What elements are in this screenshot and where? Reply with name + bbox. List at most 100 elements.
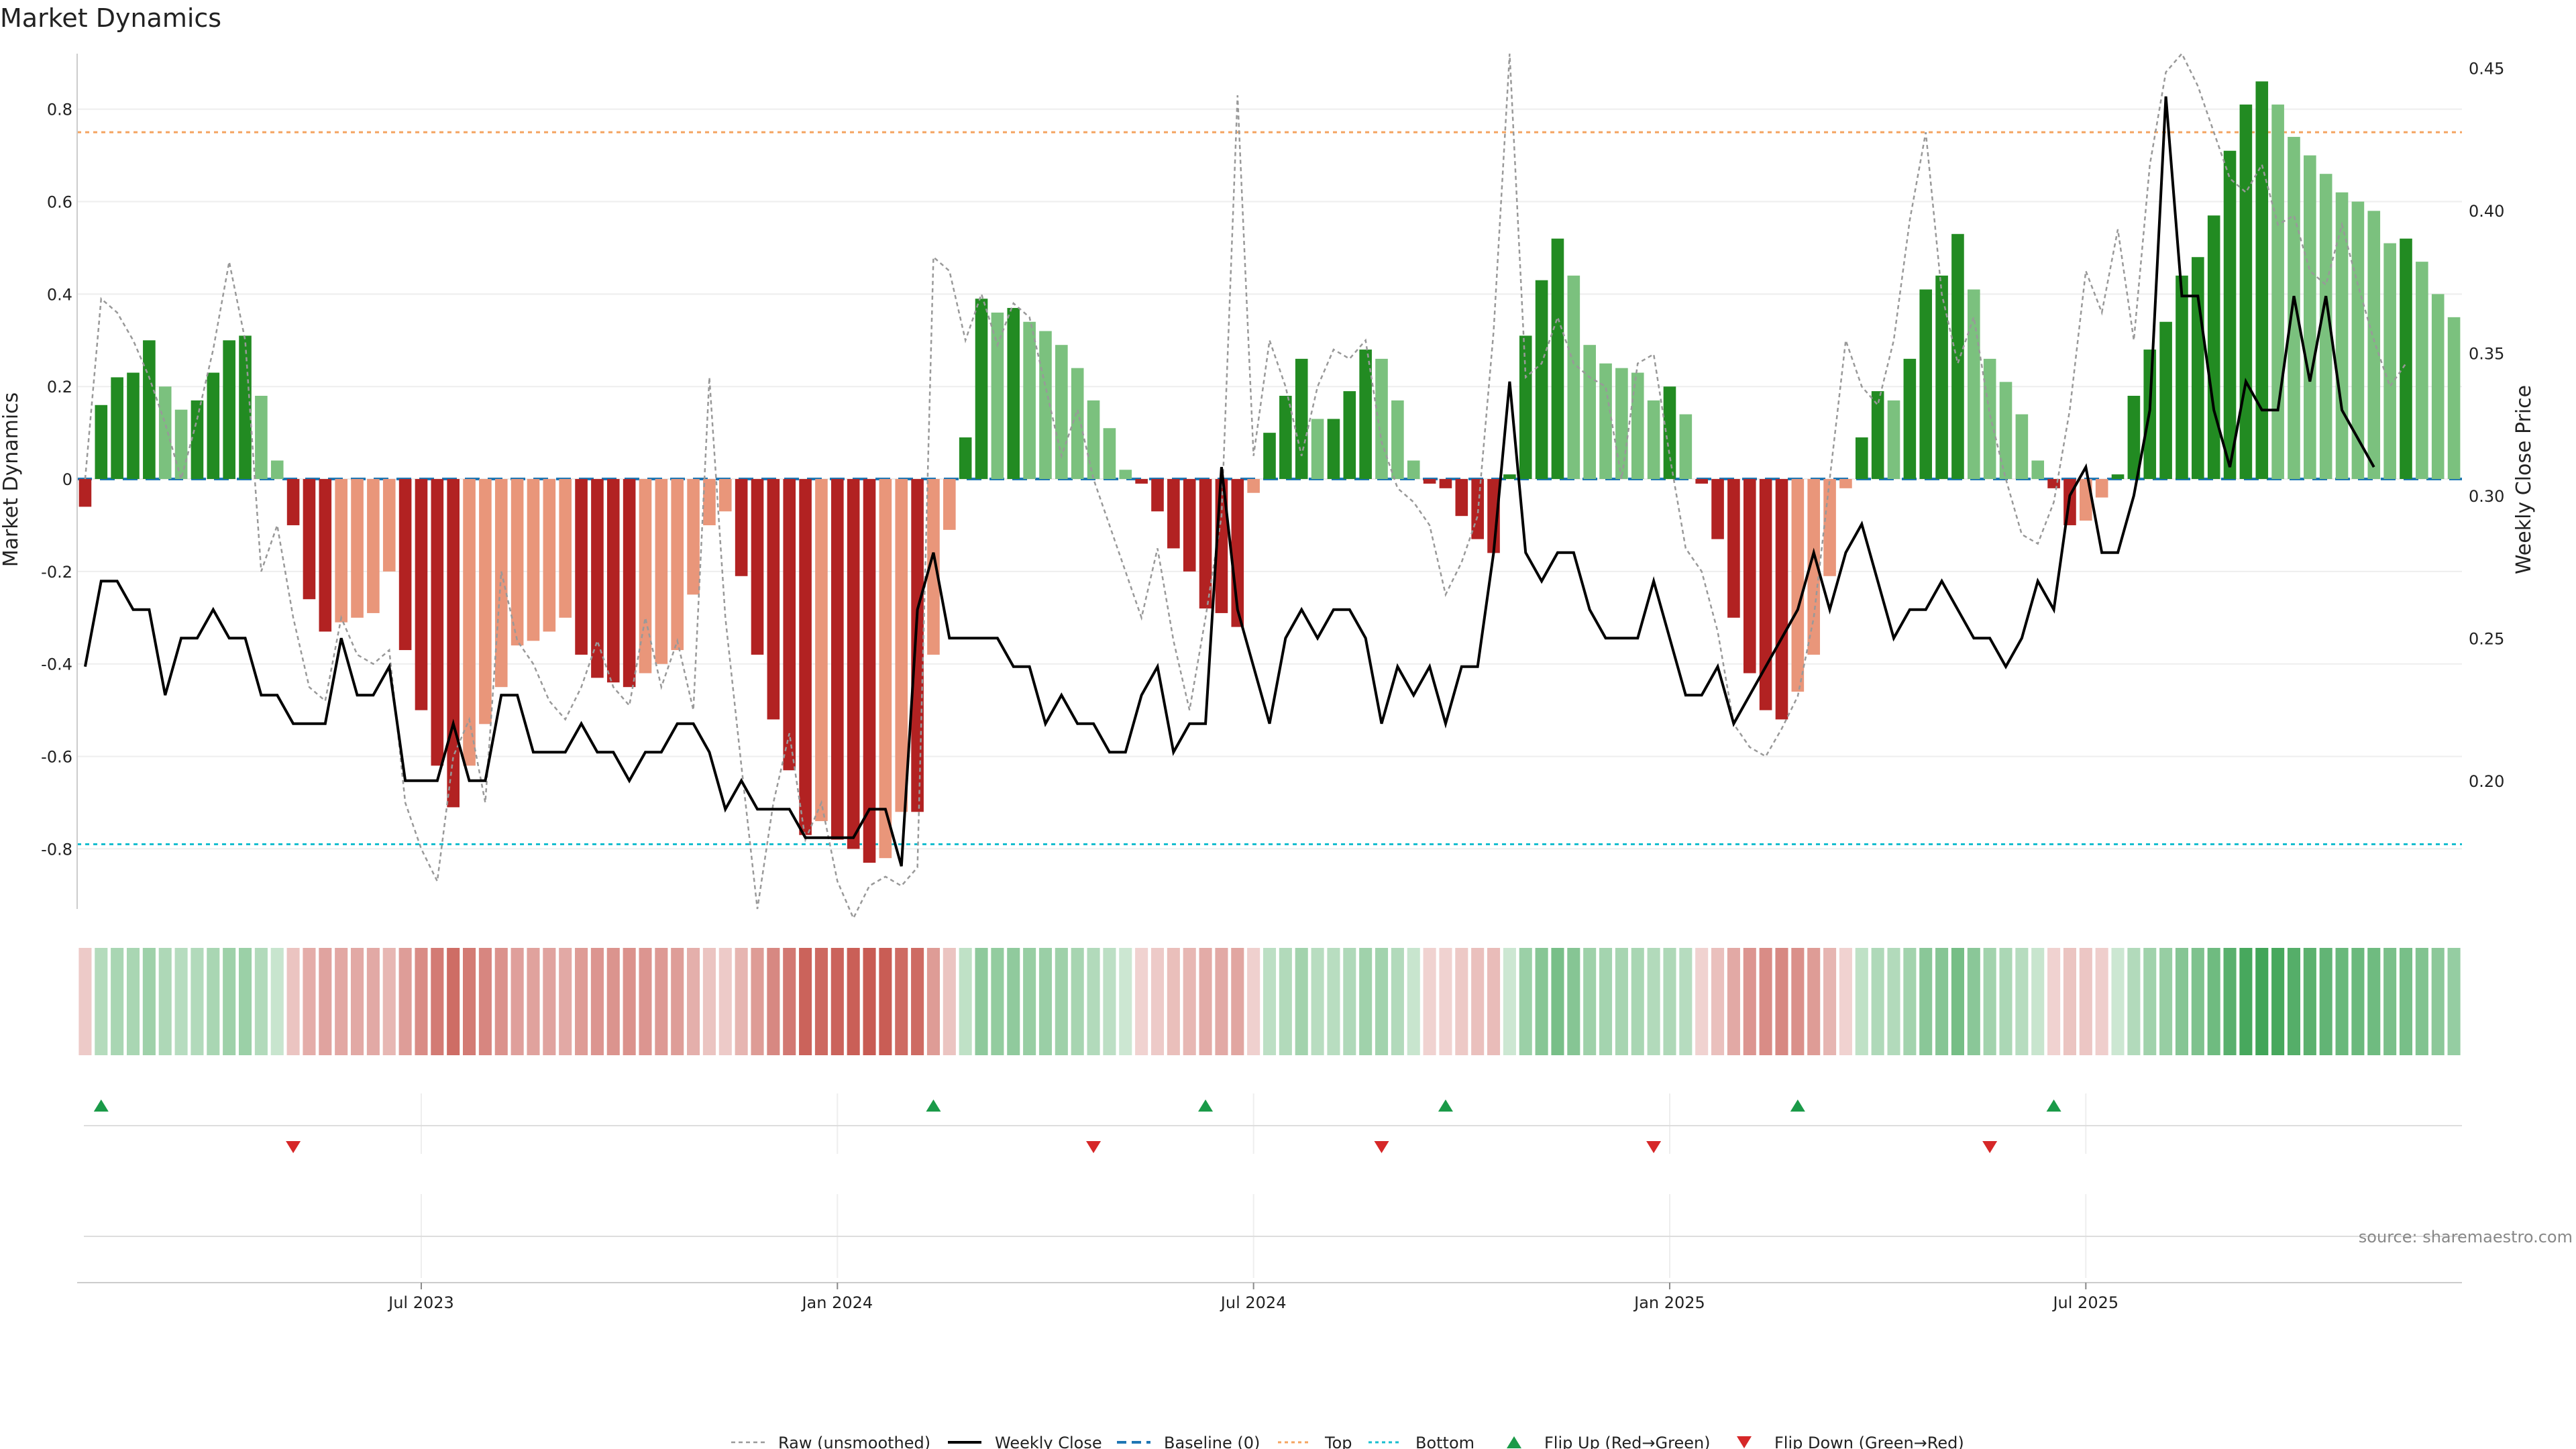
heat-cell — [702, 948, 716, 1055]
weekly-close-line — [83, 96, 2375, 867]
md-bar — [863, 479, 876, 863]
md-bar — [1247, 479, 1260, 493]
md-bar — [479, 479, 492, 724]
md-bar — [1183, 479, 1196, 572]
heat-cell — [1599, 948, 1613, 1055]
heat-cell — [1103, 948, 1116, 1055]
md-bar — [367, 479, 380, 613]
md-bar — [1295, 358, 1308, 480]
heat-cell — [1247, 948, 1260, 1055]
md-bar — [1199, 479, 1212, 609]
md-bar — [255, 396, 268, 480]
md-bar — [2015, 414, 2029, 480]
md-bar — [1807, 479, 1821, 655]
legend-label: Flip Down (Green→Red) — [1774, 1434, 1964, 1449]
heat-cell — [2287, 948, 2301, 1055]
heat-cell — [1375, 948, 1389, 1055]
y-axis-right-title: Weekly Close Price — [2512, 385, 2536, 574]
md-bar — [623, 479, 636, 688]
heat-cell — [1567, 948, 1580, 1055]
heat-cell — [142, 948, 156, 1055]
legend-label: Baseline (0) — [1164, 1434, 1260, 1449]
heat-cell — [207, 948, 220, 1055]
heat-cell — [1263, 948, 1277, 1055]
md-bar — [270, 460, 284, 480]
md-bar — [2159, 321, 2172, 480]
heat-cell — [478, 948, 492, 1055]
y-right-tick-label: 0.25 — [2469, 629, 2504, 648]
heat-cell — [975, 948, 988, 1055]
md-bar — [687, 479, 700, 595]
md-bar — [1759, 479, 1772, 710]
md-bar — [2239, 104, 2253, 480]
md-bar — [606, 479, 620, 683]
legend-label: Bottom — [1415, 1434, 1474, 1449]
md-bar — [2288, 137, 2300, 480]
heat-cell — [286, 948, 300, 1055]
heat-cell — [1503, 948, 1516, 1055]
flip-down-marker — [1982, 1141, 1998, 1153]
x-tick-label: Jan 2024 — [800, 1293, 873, 1312]
md-bar — [1791, 479, 1805, 692]
md-bar — [1535, 280, 1548, 480]
md-bar — [1359, 350, 1372, 480]
flip-up-marker — [2046, 1099, 2061, 1112]
md-bar — [2271, 104, 2284, 480]
heat-cell — [1471, 948, 1485, 1055]
md-bar — [1775, 479, 1788, 720]
md-bar — [2127, 396, 2141, 480]
heat-cell — [2271, 948, 2285, 1055]
y-right-tick-label: 0.35 — [2469, 344, 2504, 363]
md-bar — [639, 479, 652, 674]
heat-cell — [1807, 948, 1821, 1055]
heat-cell — [1871, 948, 1884, 1055]
y-left-tick-label: 0.6 — [47, 193, 72, 212]
heat-cell — [751, 948, 764, 1055]
md-bar — [718, 479, 732, 512]
md-bar — [319, 479, 332, 632]
heat-cell — [2159, 948, 2173, 1055]
heat-cell — [2015, 948, 2029, 1055]
heat-cell — [1999, 948, 2012, 1055]
heat-cell — [1038, 948, 1053, 1055]
heat-cell — [254, 948, 268, 1055]
flip-up-marker — [93, 1099, 109, 1112]
md-bar — [943, 479, 956, 530]
md-bar — [671, 479, 684, 651]
heat-cell — [1663, 948, 1676, 1055]
heat-cell — [303, 948, 316, 1055]
md-bar — [2255, 81, 2269, 480]
md-bar — [1087, 400, 1100, 480]
x-tick-label: Jul 2025 — [2051, 1293, 2118, 1312]
md-bar — [111, 377, 123, 480]
md-bar — [1023, 321, 1036, 480]
heat-cell — [1839, 948, 1852, 1055]
heat-cell — [2303, 948, 2316, 1055]
md-bar — [655, 479, 668, 664]
md-bar — [511, 479, 524, 646]
heat-cell — [1695, 948, 1709, 1055]
flip-down-marker — [286, 1141, 301, 1153]
md-bar — [527, 479, 540, 641]
heat-cell — [543, 948, 556, 1055]
md-bar — [1823, 479, 1836, 576]
md-bar — [1631, 372, 1644, 480]
md-bar — [1679, 414, 1693, 480]
y-left-tick-label: -0.6 — [41, 748, 72, 767]
heat-cell — [511, 948, 524, 1055]
heat-cell — [879, 948, 892, 1055]
flip-down-marker — [1086, 1141, 1102, 1153]
heat-cell — [1951, 948, 1964, 1055]
md-bar — [2223, 150, 2237, 480]
flip-down-marker — [1374, 1141, 1389, 1153]
md-bar — [1695, 479, 1708, 484]
md-bar — [959, 437, 972, 480]
heat-cell — [2367, 948, 2381, 1055]
legend-swatch-flip-up — [1507, 1436, 1521, 1448]
heat-cell — [814, 948, 828, 1055]
heat-cell — [575, 948, 588, 1055]
md-bar — [911, 479, 924, 812]
heat-cell — [1119, 948, 1132, 1055]
heat-cell — [382, 948, 396, 1055]
heat-cell — [1631, 948, 1644, 1055]
